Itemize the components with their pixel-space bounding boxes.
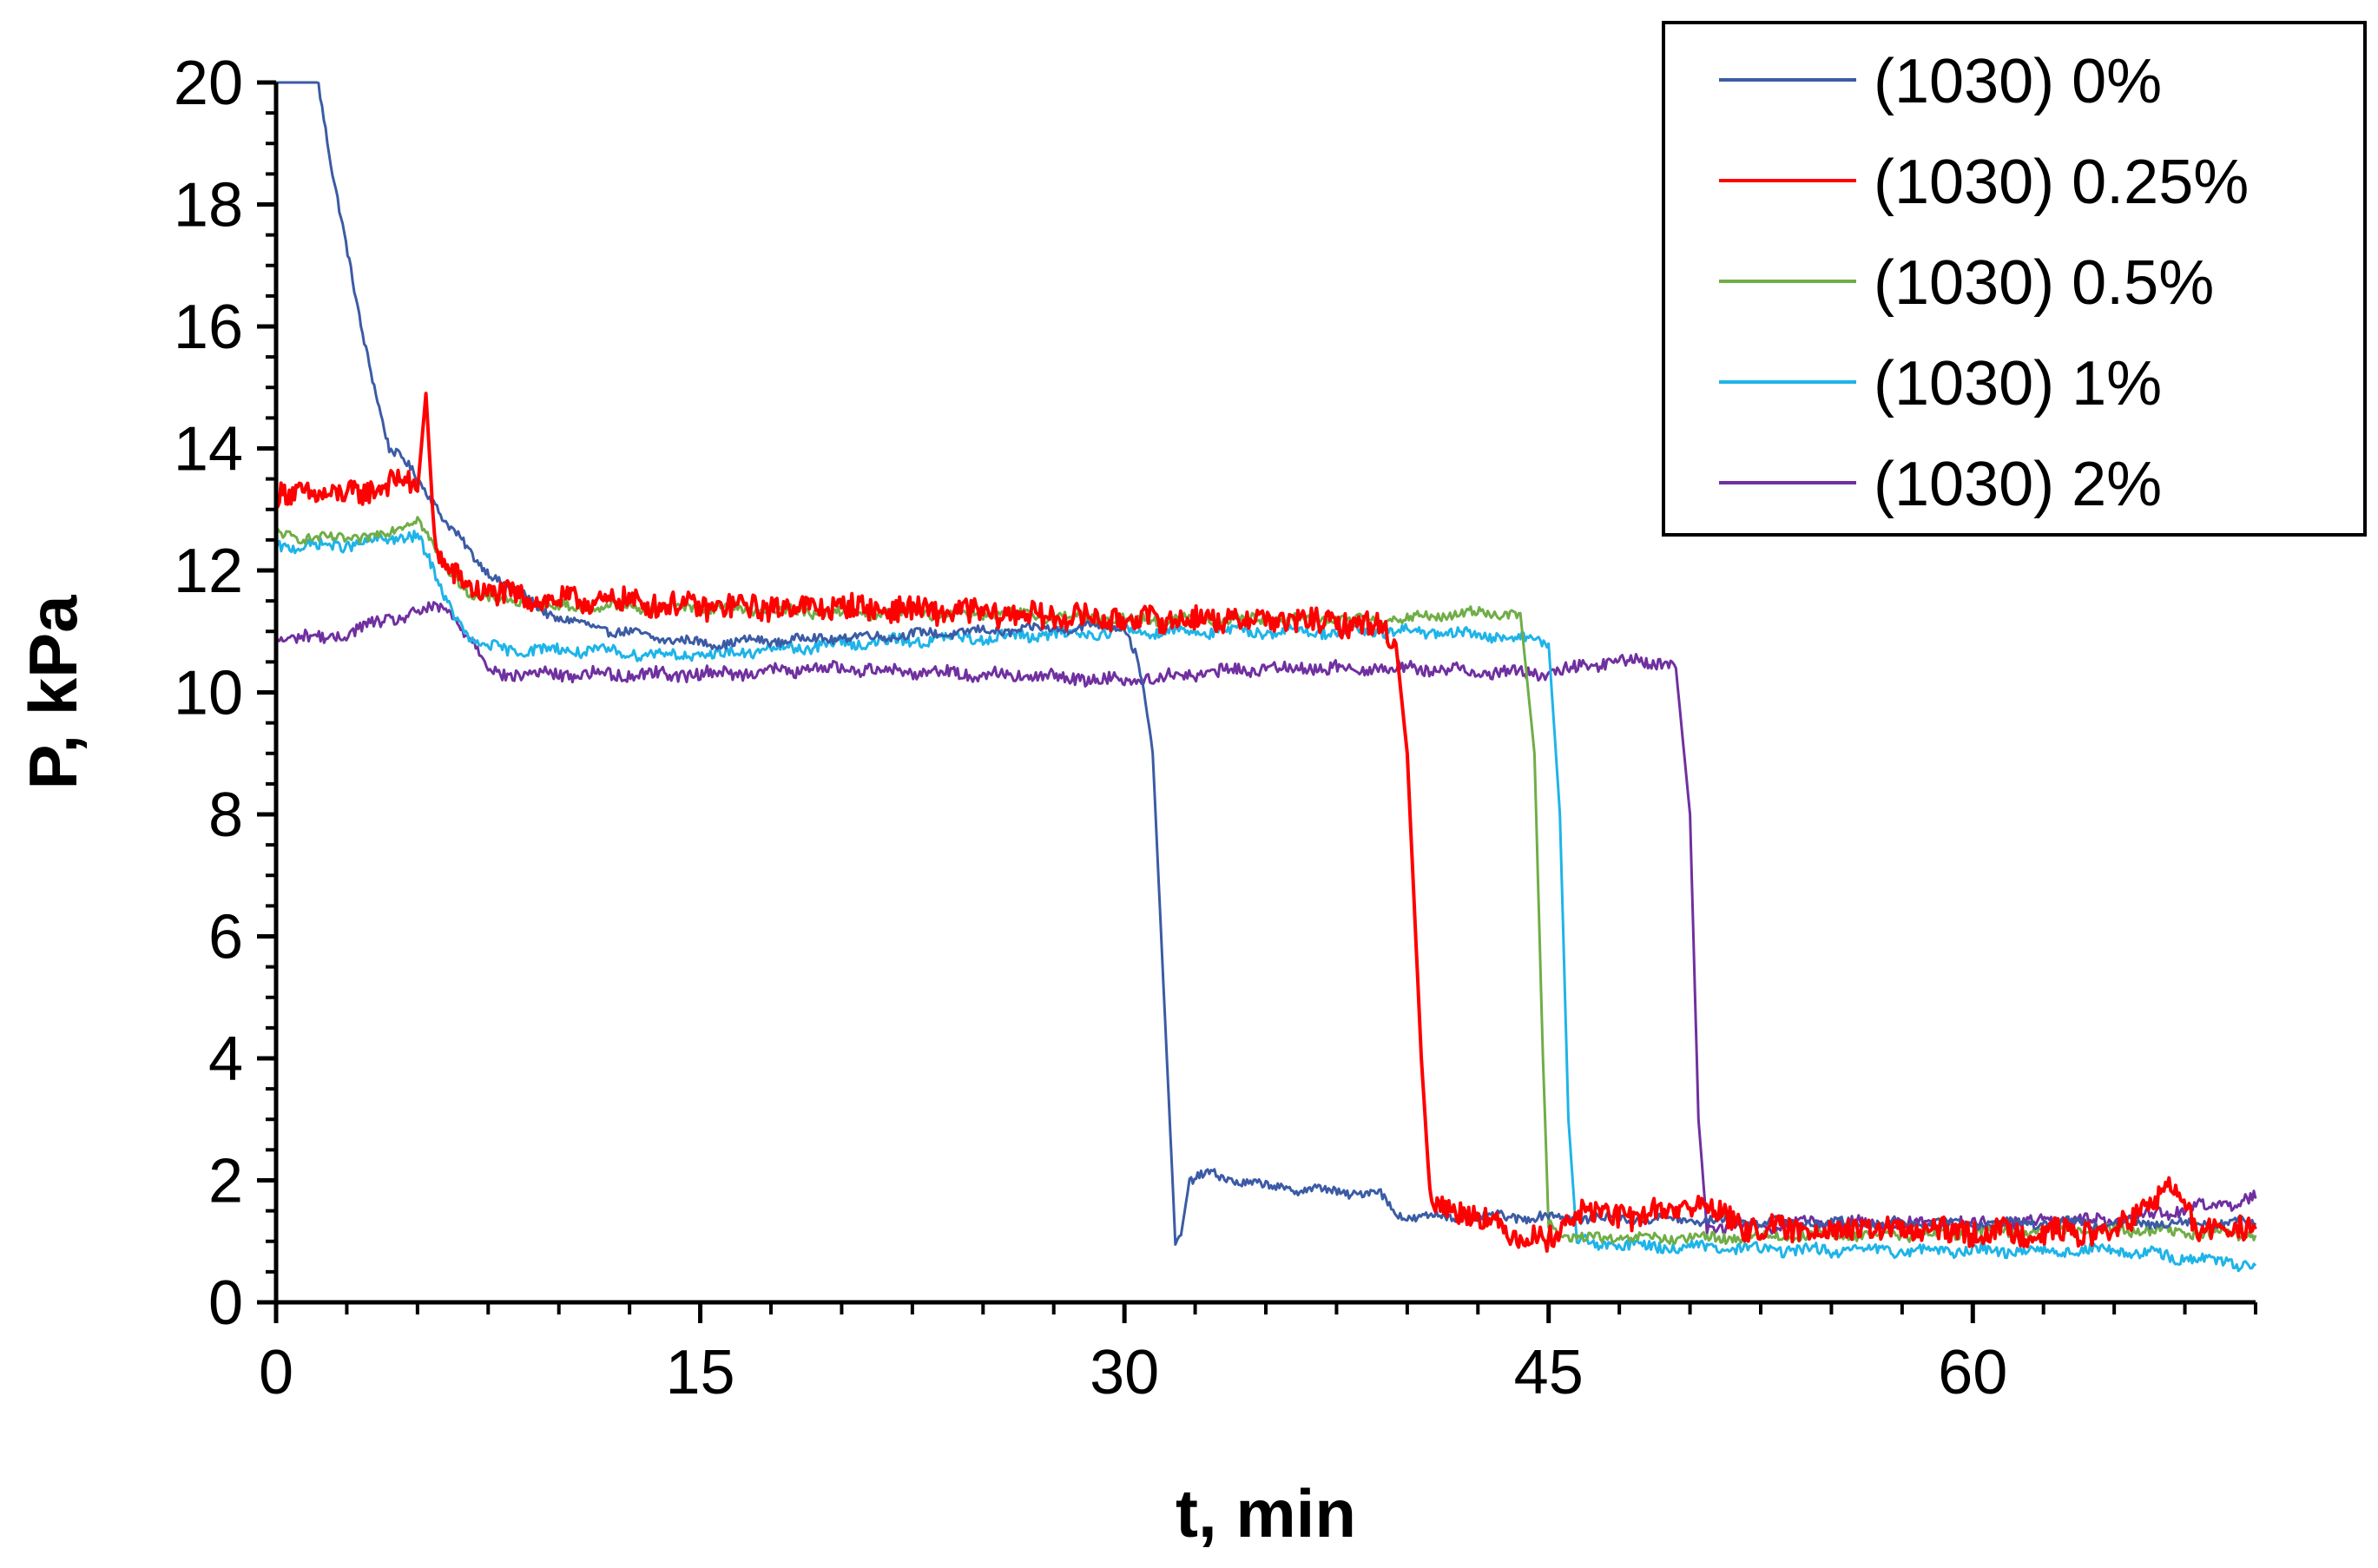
x-tick-label: 60: [1938, 1338, 2007, 1407]
y-tick-label: 8: [208, 781, 243, 850]
legend-label: (1030) 0.25%: [1874, 148, 2249, 217]
series-line-3: [274, 530, 2257, 1273]
y-tick-label: 4: [208, 1024, 243, 1094]
series-layer: [274, 81, 2257, 1273]
y-tick-label: 16: [174, 293, 243, 362]
y-tick-label: 18: [174, 171, 243, 240]
y-tick-label: 6: [208, 903, 243, 972]
legend-item: (1030) 2%: [1719, 450, 2162, 519]
legend-box: [1662, 21, 2367, 537]
series-line-1: [274, 392, 2257, 1253]
legend-item: (1030) 1%: [1719, 349, 2162, 418]
y-tick-label: 20: [174, 49, 243, 118]
legend-label: (1030) 1%: [1874, 349, 2162, 418]
x-tick-label: 45: [1514, 1338, 1584, 1407]
legend-item: (1030) 0%: [1719, 47, 2162, 116]
x-tick-label: 30: [1090, 1338, 1159, 1407]
y-tick-label: 12: [174, 537, 243, 606]
x-axis-title: t, min: [1176, 1475, 1356, 1552]
legend: (1030) 0% (1030) 0.25% (1030) 0.5% (1030) 1…: [1662, 21, 2367, 537]
x-tick-label: 0: [259, 1338, 293, 1407]
legend-label: (1030) 0%: [1874, 47, 2162, 116]
y-tick-label: 0: [208, 1268, 243, 1338]
series-line-4: [274, 601, 2257, 1235]
y-tick-label: 10: [174, 659, 243, 728]
legend-label: (1030) 0.5%: [1874, 248, 2214, 318]
legend-items: (1030) 0% (1030) 0.25% (1030) 0.5% (1030) 1…: [1719, 47, 2249, 519]
legend-item: (1030) 0.5%: [1719, 248, 2214, 318]
y-axis-title: P, kPa: [15, 595, 91, 790]
x-tick-label: 15: [666, 1338, 735, 1407]
ticks-layer: 0 2 4 6 8 10 12 14 16 18 20 0 15 30 45 60: [174, 49, 2257, 1407]
y-tick-label: 14: [174, 415, 243, 484]
legend-item: (1030) 0.25%: [1719, 148, 2249, 217]
legend-label: (1030) 2%: [1874, 450, 2162, 519]
y-tick-label: 2: [208, 1147, 243, 1216]
